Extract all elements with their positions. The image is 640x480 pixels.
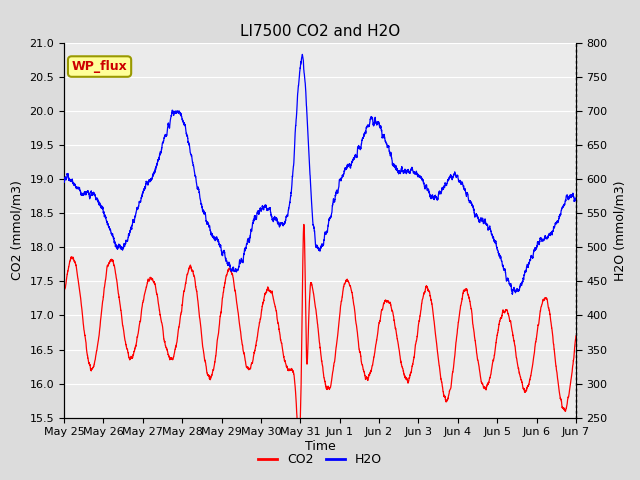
- Y-axis label: H2O (mmol/m3): H2O (mmol/m3): [613, 180, 626, 281]
- X-axis label: Time: Time: [305, 440, 335, 453]
- Title: LI7500 CO2 and H2O: LI7500 CO2 and H2O: [240, 24, 400, 39]
- Legend: CO2, H2O: CO2, H2O: [253, 448, 387, 471]
- Text: WP_flux: WP_flux: [72, 60, 127, 73]
- Y-axis label: CO2 (mmol/m3): CO2 (mmol/m3): [11, 180, 24, 280]
